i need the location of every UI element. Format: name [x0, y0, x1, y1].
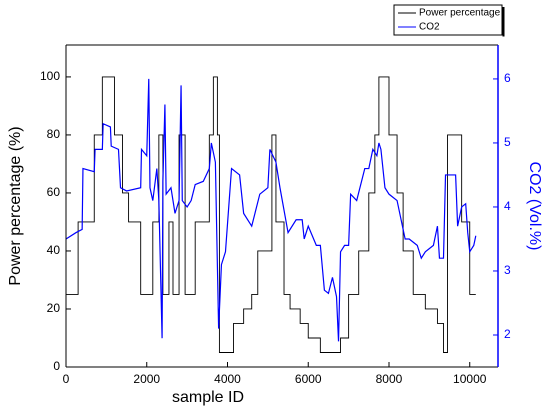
y-axis-label: Power percentage (%)	[7, 126, 24, 285]
data-line	[66, 76, 476, 353]
x-tick-label: 8000	[376, 372, 403, 386]
y-tick-label: 0	[53, 359, 60, 373]
x-tick-label: 4000	[214, 372, 241, 386]
y2-tick-label: 3	[504, 263, 511, 277]
legend-label: Power percentage	[419, 8, 501, 19]
y-tick-label: 100	[40, 69, 60, 83]
x-axis-label: sample ID	[172, 389, 244, 406]
y-tick-label: 80	[47, 127, 61, 141]
x-tick-label: 0	[63, 372, 70, 386]
x-tick-label: 10000	[453, 372, 487, 386]
x-tick-label: 6000	[295, 372, 322, 386]
y2-tick-label: 6	[504, 71, 511, 85]
y-tick-label: 60	[47, 185, 61, 199]
x-tick-label: 2000	[133, 372, 160, 386]
y2-tick-label: 4	[504, 199, 511, 213]
y-tick-label: 40	[47, 243, 61, 257]
y2-tick-label: 2	[504, 327, 511, 341]
data-line	[65, 78, 477, 342]
legend-label: CO2	[419, 22, 440, 33]
y-tick-label: 20	[47, 301, 61, 315]
y2-tick-label: 5	[504, 135, 511, 149]
legend-box	[393, 4, 503, 36]
y2-axis-label: CO2 (Vol.%)	[526, 162, 543, 251]
